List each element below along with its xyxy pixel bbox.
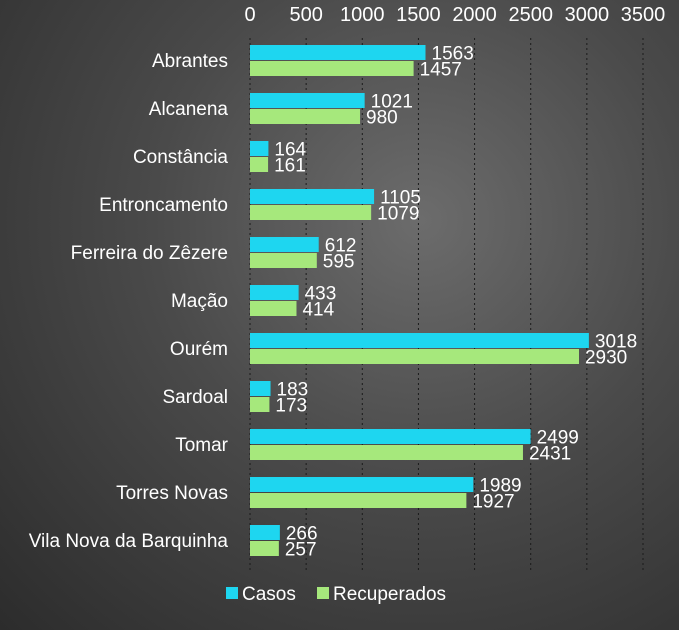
category-label: Constância (133, 147, 228, 168)
data-label: 595 (323, 252, 355, 273)
data-label: 173 (275, 396, 307, 417)
category-label: Entroncamento (99, 195, 228, 216)
data-label: 1021 (371, 92, 413, 113)
x-tick-label: 2000 (452, 4, 497, 26)
x-tick-label: 2500 (508, 4, 553, 26)
data-label: 612 (325, 236, 357, 257)
bar-recuperados (250, 253, 317, 268)
bar-casos (250, 93, 365, 108)
bar-casos (250, 381, 271, 396)
bar-recuperados (250, 397, 270, 412)
category-label: Alcanena (149, 99, 229, 120)
data-label: 266 (286, 524, 318, 545)
bar-casos (250, 141, 269, 156)
data-label: 2431 (529, 444, 571, 465)
data-label: 183 (277, 380, 309, 401)
bar-casos (250, 189, 375, 204)
data-label: 1457 (420, 60, 462, 81)
x-tick-label: 1000 (340, 4, 385, 26)
x-axis-ticks: 0 500 1000 1500 2000 2500 3000 3500 (244, 4, 665, 26)
bar-recuperados (250, 541, 279, 556)
category-labels: Abrantes Alcanena Constância Entroncamento F… (29, 51, 229, 552)
bar-recuperados (250, 349, 579, 364)
data-label: 1989 (479, 476, 521, 497)
data-label: 980 (366, 108, 398, 129)
category-label: Sardoal (163, 387, 229, 408)
data-label: 1079 (377, 204, 419, 225)
x-tick-label: 3500 (621, 4, 666, 26)
category-label: Tomar (175, 435, 228, 456)
data-label: 161 (274, 156, 306, 177)
data-label: 1105 (380, 188, 421, 209)
category-label: Ourém (170, 339, 228, 360)
category-label: Abrantes (152, 51, 228, 72)
bar-recuperados (250, 493, 467, 508)
x-tick-label: 0 (244, 4, 255, 26)
bar-casos (250, 429, 531, 444)
category-label: Mação (171, 291, 228, 312)
data-label: 2930 (585, 348, 627, 369)
bar-recuperados (250, 109, 361, 124)
bar-recuperados (250, 61, 414, 76)
bar-casos (250, 45, 426, 60)
legend-swatch-casos (226, 587, 238, 599)
data-label: 414 (302, 300, 334, 321)
legend-label: Casos (242, 584, 296, 605)
legend: Casos Recuperados (226, 584, 446, 605)
bar-casos (250, 237, 319, 252)
bar-casos (250, 333, 589, 348)
x-tick-label: 1500 (396, 4, 441, 26)
x-tick-label: 3000 (565, 4, 610, 26)
data-label: 1563 (432, 44, 474, 65)
bar-casos (250, 477, 474, 492)
bar-recuperados (250, 445, 523, 460)
bars (250, 45, 589, 556)
legend-swatch-recuperados (317, 587, 329, 599)
data-label: 257 (285, 540, 317, 561)
bar-recuperados (250, 157, 269, 172)
category-label: Ferreira do Zêzere (71, 243, 228, 264)
data-label: 164 (274, 140, 306, 161)
x-tick-label: 500 (289, 4, 322, 26)
data-label: 433 (305, 284, 337, 305)
bar-recuperados (250, 301, 297, 316)
category-label: Torres Novas (116, 483, 228, 504)
legend-label: Recuperados (333, 584, 446, 605)
data-label: 1927 (472, 492, 514, 513)
bar-recuperados (250, 205, 372, 220)
data-label: 2499 (537, 428, 579, 449)
bar-casos (250, 285, 299, 300)
bar-casos (250, 525, 280, 540)
data-label: 3018 (595, 332, 637, 353)
category-label: Vila Nova da Barquinha (29, 531, 229, 552)
